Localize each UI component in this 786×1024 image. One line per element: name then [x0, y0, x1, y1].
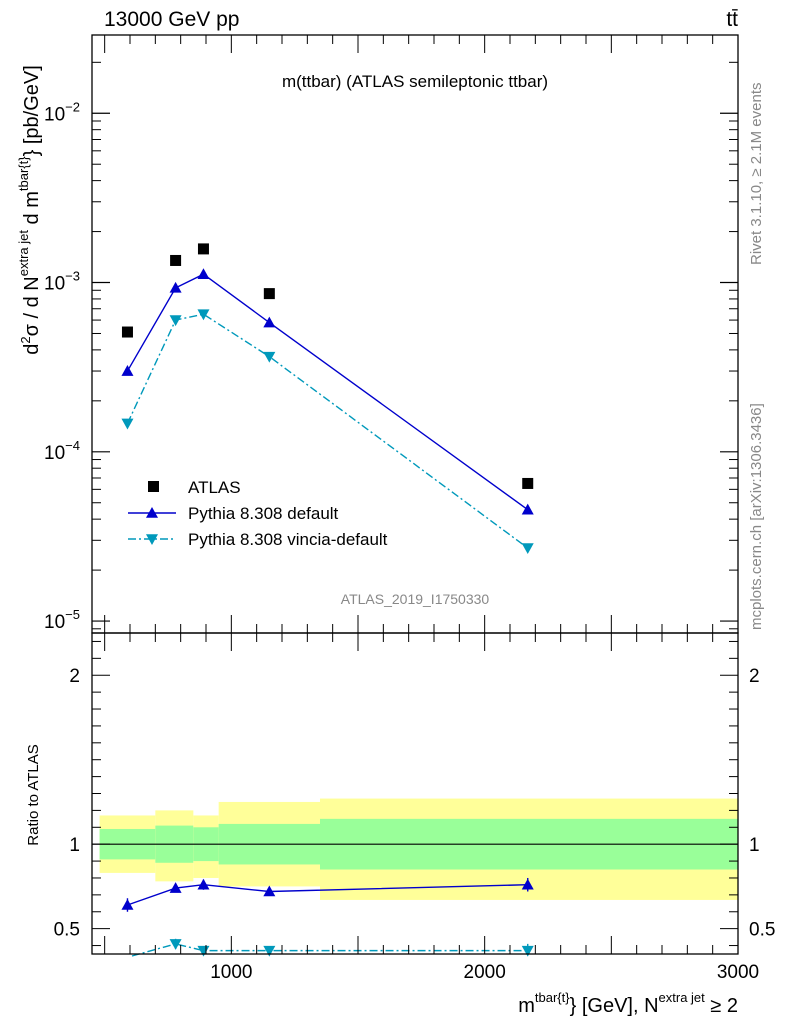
atlas-point-0 [121, 326, 133, 338]
main-ytick-label-3: 10−2 [44, 99, 80, 125]
mcplots-label: mcplots.cern.ch [arXiv:1306.3436] [748, 403, 765, 630]
atlas-point-1 [170, 254, 182, 266]
ratio-ytick-label-right-2: 2 [749, 666, 760, 687]
analysis-label: ATLAS_2019_I1750330 [341, 591, 490, 607]
ratio-ytick-label-left-1: 1 [69, 835, 80, 856]
x-axis-label: mtbar{t}} [GeV], Nextra jet ≥ 2 [518, 990, 738, 1017]
main-ytick-label-0: 10−5 [44, 607, 80, 633]
main-y-axis-label-text: d2σ / d Nextra jet d mtbar{t}} [pb/GeV] [16, 65, 43, 355]
pythia-vincia-point-0 [121, 418, 134, 430]
pythia-vincia-point-4 [521, 543, 534, 555]
x-axis-label-text: mtbar{t}} [GeV], Nextra jet ≥ 2 [518, 990, 738, 1017]
pythia-default-point-3 [263, 316, 276, 328]
pythia-vincia-line [126, 313, 529, 549]
pythia-default-point-2 [197, 268, 210, 279]
pythia-vincia-point-2 [197, 309, 210, 321]
atlas-point-4 [522, 477, 534, 489]
main-panel: 10−5 10−4 10−3 10−2 m(ttbar) (ATLAS semilep… [16, 34, 739, 634]
main-y-axis-label: d2σ / d Nextra jet d mtbar{t}} [pb/GeV] [16, 65, 43, 355]
ratio-xtick-label-1: 2000 [464, 962, 506, 983]
atlas-point-2 [197, 243, 209, 255]
ratio-ytick-label-left-2: 2 [69, 666, 80, 687]
pythia-default-point-1 [169, 281, 182, 293]
main-ticks: 10−5 10−4 10−3 10−2 [44, 35, 739, 633]
legend-marker-1 [146, 507, 158, 518]
energy-label: 13000 GeV pp [104, 8, 239, 31]
pythia-default-point-0 [121, 365, 134, 376]
ratio-vincia-point-3 [521, 945, 534, 957]
atlas-point-3 [263, 288, 275, 300]
main-ytick-label-1: 10−4 [44, 438, 80, 464]
pythia-vincia-point-3 [263, 351, 276, 363]
legend-marker-atlas [148, 481, 159, 492]
ratio-panel: 1000 2000 3000 0.5 0.5 1 1 2 2 Ratio to ATLAS mt… [25, 632, 775, 1017]
pythia-default-point-4 [521, 503, 534, 515]
ratio-marks [92, 798, 738, 957]
ratio-default-point-1 [169, 882, 182, 893]
legend: ATLAS Pythia 8.308 default Pythia 8.308 vi… [128, 478, 388, 549]
ratio-ytick-label-left-0: 0.5 [54, 920, 80, 941]
legend-label-1: Pythia 8.308 default [188, 504, 339, 523]
ratio-ytick-label-right-0: 0.5 [749, 920, 775, 941]
legend-label-0: ATLAS [188, 478, 241, 497]
rivet-label: Rivet 3.1.10, ≥ 2.1M events [748, 83, 765, 266]
ratio-xtick-label-0: 1000 [210, 962, 252, 983]
main-marks [121, 243, 534, 555]
chart-title: m(ttbar) (ATLAS semileptonic ttbar) [282, 72, 548, 91]
ratio-vincia-point-0 [169, 939, 182, 950]
process-label: tt̄ [726, 8, 738, 31]
ratio-default-point-2 [197, 878, 210, 890]
ratio-default-point-4 [521, 878, 534, 890]
ratio-vincia-line [131, 943, 528, 957]
ratio-vincia-point-2 [263, 945, 276, 957]
ratio-default-point-3 [263, 885, 276, 897]
pythia-vincia-point-1 [169, 315, 182, 327]
ratio-ytick-label-right-1: 1 [749, 835, 760, 856]
legend-label-2: Pythia 8.308 vincia-default [188, 530, 388, 549]
ratio-xtick-label-2: 3000 [717, 962, 759, 983]
ratio-default-point-0 [121, 899, 134, 910]
ratio-y-axis-label: Ratio to ATLAS [25, 744, 42, 845]
main-ytick-label-2: 10−3 [44, 269, 80, 295]
legend-marker-2 [146, 534, 158, 545]
ratio-ticks: 1000 2000 3000 0.5 0.5 1 1 2 2 [54, 633, 775, 983]
